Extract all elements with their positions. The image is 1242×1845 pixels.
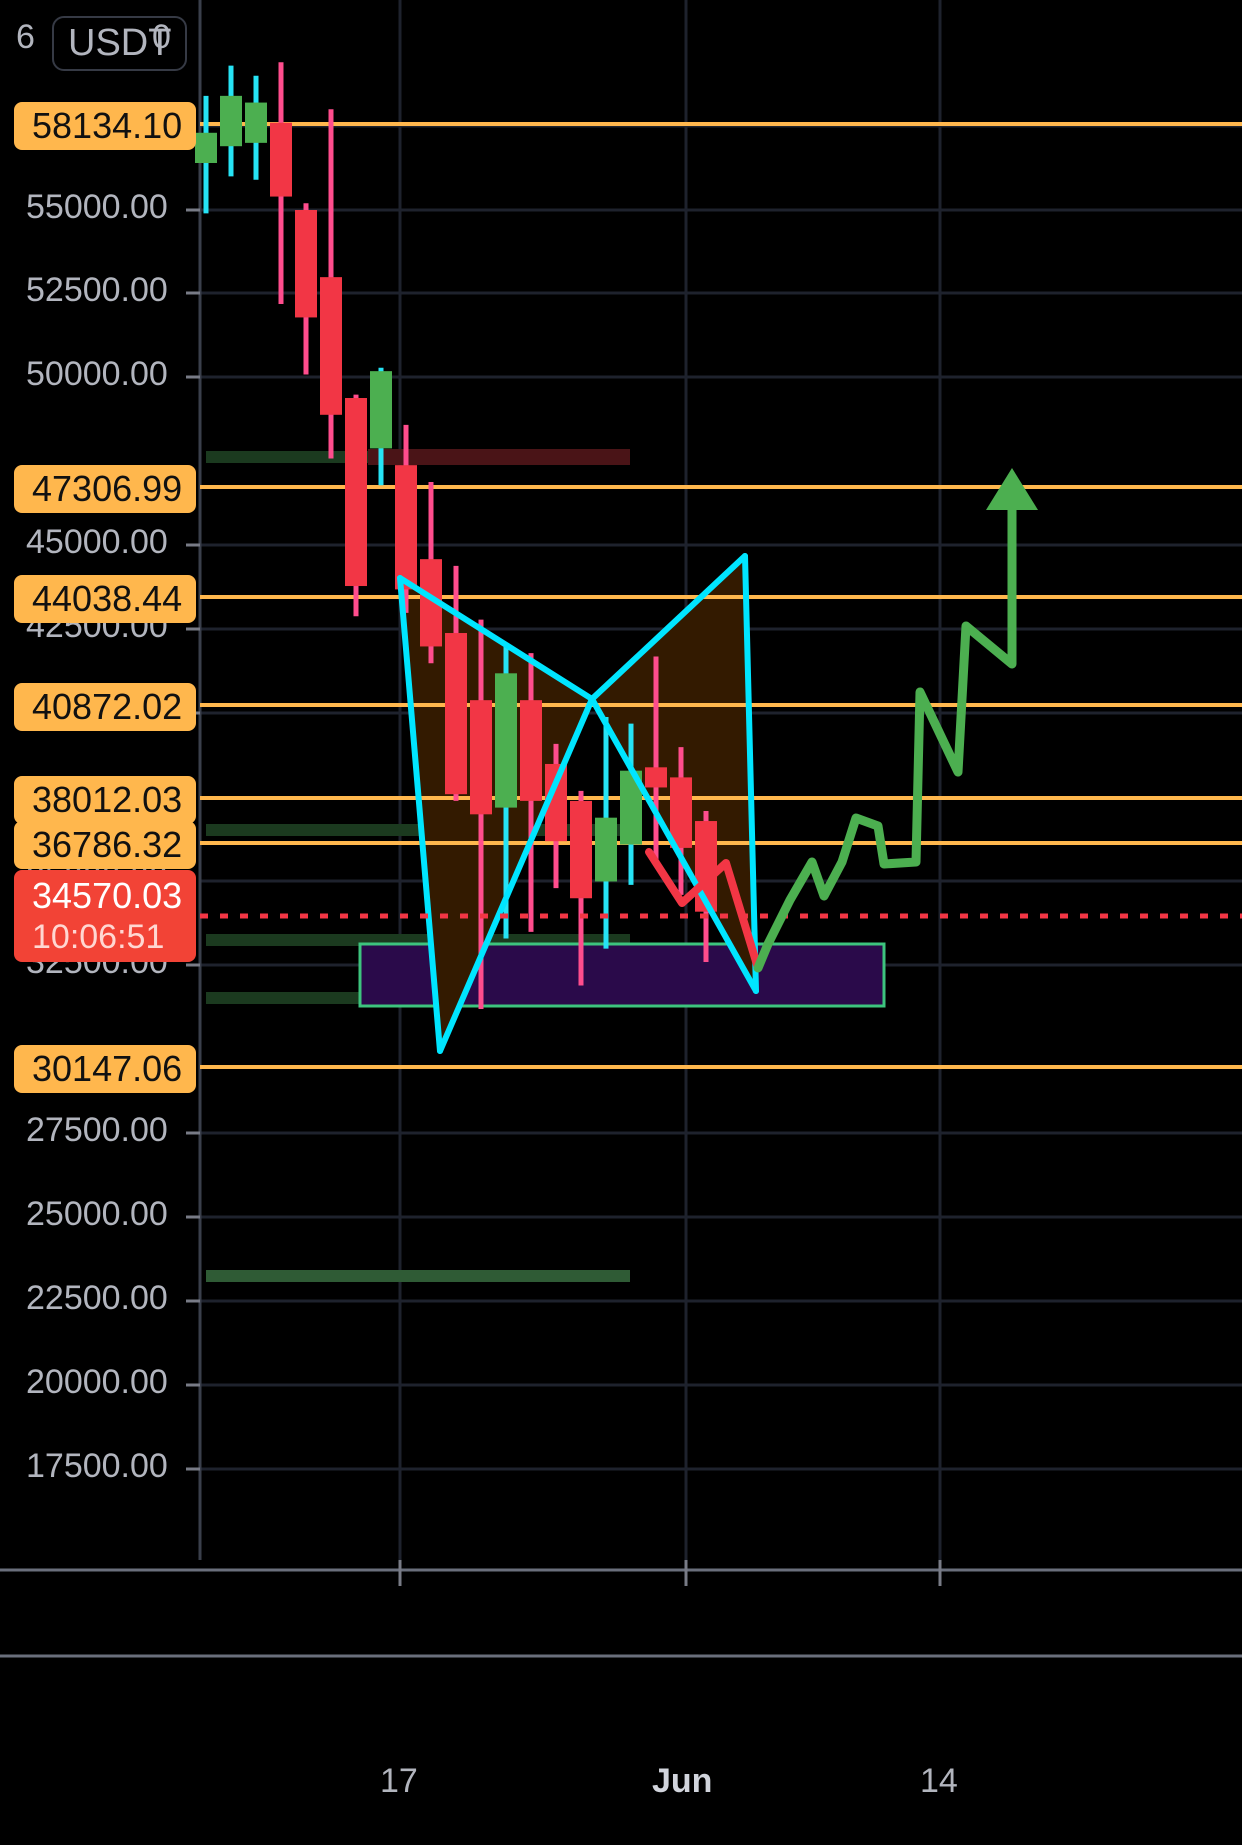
symbol-chip[interactable]: USDT xyxy=(52,16,188,71)
price-level-tag[interactable]: 47306.99 xyxy=(14,465,196,513)
price-level-tag-value: 44038.44 xyxy=(32,578,183,619)
harmonic-pattern-line[interactable] xyxy=(742,553,759,994)
candle-body[interactable] xyxy=(320,277,342,415)
candle-body[interactable] xyxy=(270,122,292,197)
price-level-tag-value: 58134.10 xyxy=(32,105,183,146)
candle-body[interactable] xyxy=(345,398,367,587)
symbol-label: USDT xyxy=(68,22,172,64)
support-band[interactable] xyxy=(206,451,368,463)
price-axis-tick-label: 25000.00 xyxy=(26,1195,168,1233)
candle-body[interactable] xyxy=(295,210,317,318)
bar-countdown-timer: 10:06:51 xyxy=(32,918,165,956)
candle-body[interactable] xyxy=(470,700,492,815)
harmonic-pattern-line[interactable] xyxy=(589,553,748,702)
price-level-tag[interactable]: 30147.06 xyxy=(14,1045,196,1093)
candle-body[interactable] xyxy=(495,673,517,808)
price-level-tag-value: 30147.06 xyxy=(32,1048,183,1089)
candle-body[interactable] xyxy=(195,132,217,163)
projection-path-green[interactable] xyxy=(753,489,1017,973)
price-level-tag-value: 47306.99 xyxy=(32,468,183,509)
candle-body[interactable] xyxy=(645,767,667,788)
candle-body[interactable] xyxy=(570,800,592,899)
price-level-tag[interactable]: 36786.32 xyxy=(14,821,196,869)
price-level-tag-value: 36786.32 xyxy=(32,824,183,865)
price-axis-tick-label: 52500.00 xyxy=(26,271,168,309)
candle-body[interactable] xyxy=(420,559,442,647)
price-level-tag-value: 40872.02 xyxy=(32,686,183,727)
last-price-value: 34570.03 xyxy=(32,875,183,916)
price-level-tag[interactable]: 40872.02 xyxy=(14,683,196,731)
price-axis-tick-label: 55000.00 xyxy=(26,188,168,226)
price-level-tag[interactable]: 38012.03 xyxy=(14,776,196,824)
candle-body[interactable] xyxy=(220,95,242,147)
price-axis-tick-label: 17500.00 xyxy=(26,1447,168,1485)
candle-body[interactable] xyxy=(445,633,467,795)
harmonic-pattern-line[interactable] xyxy=(437,696,595,1054)
candle-body[interactable] xyxy=(670,777,692,848)
resistance-band[interactable] xyxy=(368,449,630,465)
harmonic-pattern-line[interactable] xyxy=(397,575,443,1054)
time-axis-tick-label: 14 xyxy=(920,1762,958,1800)
support-band[interactable] xyxy=(206,1270,630,1282)
projection-arrow-head xyxy=(986,468,1038,510)
price-level-tag-value: 38012.03 xyxy=(32,779,183,820)
price-axis-tick-label: 50000.00 xyxy=(26,355,168,393)
price-axis-tick-label: 27500.00 xyxy=(26,1111,168,1149)
last-price-tag[interactable]: 34570.03 10:06:51 xyxy=(14,870,196,962)
price-axis-tick-label: 45000.00 xyxy=(26,523,168,561)
harmonic-pattern-line[interactable] xyxy=(397,575,595,702)
candle-body[interactable] xyxy=(245,102,267,143)
harmonic-pattern-line[interactable] xyxy=(589,696,759,994)
price-axis-tick-label: 22500.00 xyxy=(26,1279,168,1317)
candle-body[interactable] xyxy=(395,465,417,590)
price-level-tag[interactable]: 44038.44 xyxy=(14,575,196,623)
time-axis-tick-label: Jun xyxy=(652,1762,713,1800)
price-axis-tick-label: 20000.00 xyxy=(26,1363,168,1401)
candle-body[interactable] xyxy=(620,770,642,845)
harmonic-pattern-fill xyxy=(400,556,756,1051)
projection-path-red[interactable] xyxy=(645,848,762,972)
price-level-tag[interactable]: 58134.10 xyxy=(14,102,196,150)
candle-body[interactable] xyxy=(595,817,617,882)
partial-price-right: 0 xyxy=(152,18,171,56)
candle-body[interactable] xyxy=(370,371,392,449)
candle-body[interactable] xyxy=(545,763,567,842)
time-axis-tick-label: 17 xyxy=(380,1762,418,1800)
candle-body[interactable] xyxy=(520,700,542,801)
partial-price-left: 6 xyxy=(16,18,35,56)
